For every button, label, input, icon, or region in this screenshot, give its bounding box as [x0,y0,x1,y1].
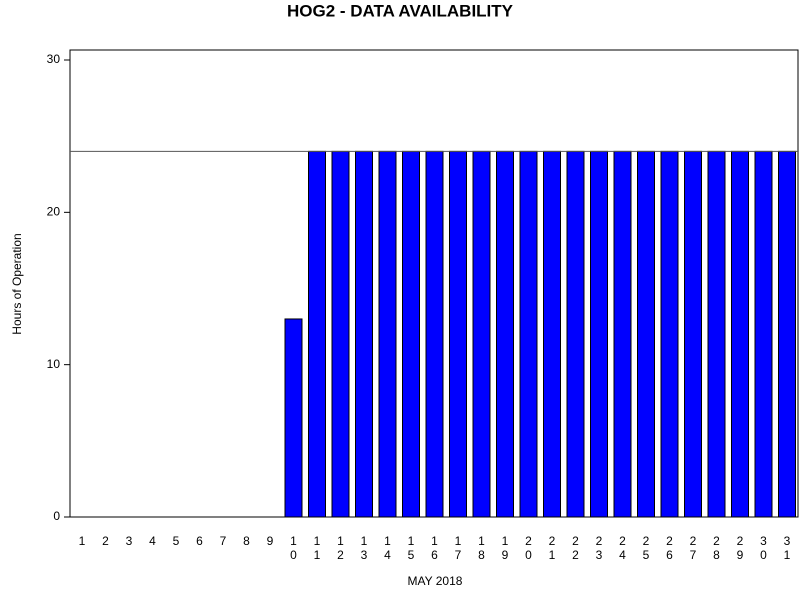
bar [355,150,373,518]
y-tick-label: 20 [47,205,61,219]
bar [331,150,350,518]
y-tick-label: 10 [47,357,61,371]
x-axis-label: MAY 2018 [408,574,463,588]
bar [590,150,608,518]
x-tick-label: 4 [149,534,156,548]
bar [731,150,749,518]
y-tick-label: 0 [53,509,60,523]
x-tick-label: 1 [79,534,86,548]
bar [519,150,538,518]
bar [378,150,397,518]
x-tick-label: 9 [267,534,274,548]
bar [308,150,326,518]
y-tick-label: 30 [47,52,61,66]
bar [284,318,303,518]
bar [449,150,467,518]
chart-title: HOG2 - DATA AVAILABILITY [287,1,514,20]
bar [707,150,726,518]
bar [566,150,585,518]
bar [684,150,702,518]
bar [472,150,491,518]
x-tick-label: 7 [220,534,227,548]
bar [778,150,796,518]
bar [637,150,655,518]
bar [402,150,420,518]
bar [425,150,444,518]
x-tick-label: 8 [243,534,250,548]
bar [543,150,561,518]
x-tick-label: 5 [173,534,180,548]
x-tick-label: 2 [102,534,109,548]
y-axis-label: Hours of Operation [10,233,24,334]
bar [754,150,773,518]
bar [496,150,514,518]
x-tick-label: 3 [126,534,133,548]
bar [660,150,679,518]
x-tick-label: 6 [196,534,203,548]
bar [613,150,632,518]
